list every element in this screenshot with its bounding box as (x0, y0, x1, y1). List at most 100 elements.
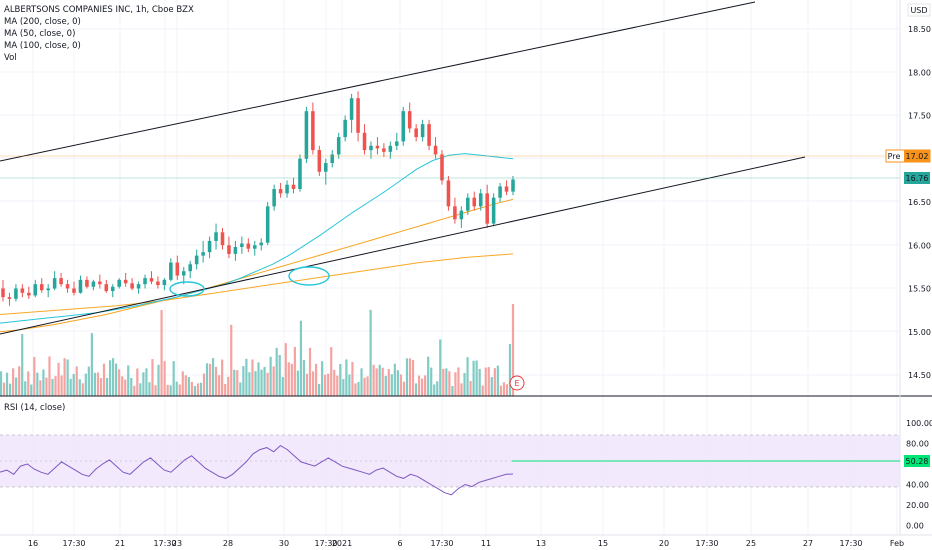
earnings-letter: E (514, 379, 519, 388)
candle-body (375, 145, 380, 149)
time-axis-label: Feb (890, 539, 904, 548)
volume-bar (24, 381, 27, 396)
volume-bar (0, 371, 3, 396)
candle-body (91, 281, 96, 287)
candle-body (72, 288, 76, 293)
candle-body (162, 279, 167, 286)
volume-bar (166, 384, 169, 396)
volume-bar (111, 358, 115, 396)
candle-body (388, 145, 393, 152)
volume-bar (357, 381, 360, 396)
candle-body (298, 158, 302, 190)
volume-bar (293, 346, 296, 396)
candle-body (485, 193, 489, 224)
volume-bar (66, 359, 69, 396)
candle-body (33, 284, 38, 296)
volume-bar (121, 376, 124, 396)
volume-bar (175, 381, 178, 396)
volume-bar (402, 381, 406, 396)
candle-body (104, 284, 109, 292)
volume-bar (399, 374, 403, 396)
price-axis[interactable]: 18.5018.0017.5017.0016.5016.0015.5015.00… (908, 25, 931, 380)
volume-bar (181, 371, 184, 396)
volume-bar (499, 385, 502, 396)
candle-body (169, 262, 173, 280)
candle-body (252, 245, 257, 249)
ma50-legend[interactable]: MA (50, close, 0) (4, 29, 76, 39)
volume-bar (160, 310, 163, 396)
volume-bar (2, 382, 6, 396)
volume-bar (142, 372, 145, 396)
currency-label: USD (910, 6, 927, 15)
candle-body (233, 246, 238, 254)
candle-body (181, 271, 186, 276)
volume-bar (42, 369, 45, 396)
volume-bar (463, 373, 466, 396)
volume-bar (115, 363, 118, 396)
candle-body (349, 98, 354, 120)
candle-body (311, 111, 315, 151)
volume-bar (148, 382, 151, 396)
volume-bar (502, 382, 506, 396)
ma100-legend[interactable]: MA (100, close, 0) (4, 41, 81, 51)
candle-body (291, 184, 296, 190)
time-axis-label: 17:30 (839, 539, 862, 548)
currency-box[interactable] (907, 3, 931, 17)
trend-channel-upper[interactable] (0, 1, 756, 162)
highlight-ellipse-1[interactable] (169, 281, 205, 297)
volume-bar (15, 377, 18, 396)
candle-body (278, 189, 283, 194)
volume-bar (75, 366, 78, 396)
volume-bar (487, 367, 490, 396)
candle-body (240, 243, 244, 247)
volume-bar (227, 376, 230, 396)
volume-bar (348, 374, 351, 396)
candle-body (156, 281, 160, 286)
volume-bar (218, 375, 221, 396)
volume-bar (60, 375, 63, 396)
volume-bar (33, 356, 36, 396)
volume-bar (393, 363, 396, 396)
volume-bar (84, 373, 87, 396)
volume-bar (169, 385, 172, 396)
volume-bar (275, 347, 278, 396)
rsi-value: 50.28 (906, 457, 929, 466)
rsi-legend[interactable]: RSI (14, close) (4, 403, 66, 413)
volume-bar (302, 360, 306, 396)
time-axis-label: 21 (115, 539, 125, 548)
volume-bar (211, 358, 215, 396)
candle-body (39, 284, 44, 291)
earnings-marker[interactable] (509, 375, 525, 391)
volume-bar (48, 356, 51, 396)
time-axis-label: 17:30 (62, 539, 85, 548)
highlight-ellipse-2[interactable] (288, 266, 330, 286)
candle-body (65, 284, 70, 289)
volume-bar (266, 372, 269, 396)
volume-bar (193, 385, 196, 396)
volume-bar (433, 384, 436, 396)
volume-bar (281, 377, 284, 396)
price-axis-label: 16.00 (908, 241, 931, 250)
volume-bar (354, 383, 357, 396)
volume-bar (330, 347, 333, 396)
volume-bar (484, 367, 487, 396)
volume-bar (163, 361, 166, 396)
volume-bar (236, 370, 239, 396)
price-axis-label: 17.50 (908, 112, 931, 121)
volume-bar (466, 357, 469, 396)
volume-bar (178, 384, 181, 396)
volume-bar (445, 368, 448, 396)
symbol-title[interactable]: ALBERTSONS COMPANIES INC, 1h, Cboe BZX (4, 5, 194, 15)
volume-bar (424, 375, 427, 396)
volume-bar (490, 377, 493, 396)
trend-channel-lower[interactable] (0, 156, 806, 335)
price-axis-label: 18.00 (908, 68, 931, 77)
rsi-axis-label: 20.00 (906, 501, 929, 510)
vol-legend[interactable]: Vol (4, 53, 17, 63)
ma200-legend[interactable]: MA (200, close, 0) (4, 17, 81, 27)
volume-bar (260, 369, 263, 396)
pre-label: Pre (888, 152, 901, 161)
